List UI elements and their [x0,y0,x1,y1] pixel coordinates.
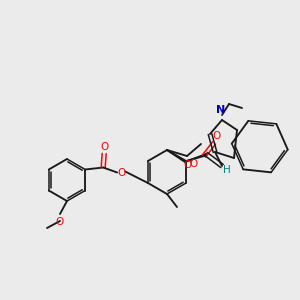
Text: N: N [216,105,226,115]
Text: H: H [223,165,231,175]
Text: O: O [184,160,192,170]
Text: O: O [100,142,108,152]
Text: O: O [212,131,220,141]
Text: O: O [189,159,197,169]
Text: O: O [117,169,125,178]
Text: O: O [55,217,63,227]
